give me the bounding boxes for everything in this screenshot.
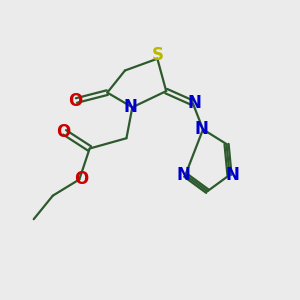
Text: N: N (177, 166, 191, 184)
Text: O: O (74, 170, 88, 188)
Text: O: O (56, 123, 70, 141)
Text: O: O (68, 92, 82, 110)
Text: N: N (226, 166, 239, 184)
Text: S: S (152, 46, 164, 64)
Text: N: N (187, 94, 201, 112)
Text: N: N (195, 120, 208, 138)
Text: N: N (124, 98, 138, 116)
